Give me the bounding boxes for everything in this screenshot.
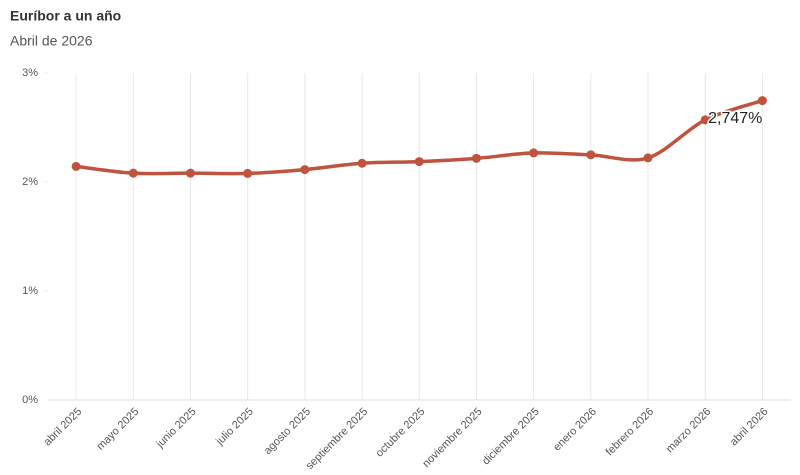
x-tick: abril 2025 xyxy=(42,406,85,449)
x-tick-label: abril 2025 xyxy=(42,406,85,449)
point xyxy=(128,168,138,178)
x-tick: julio 2025 xyxy=(213,406,255,448)
x-tick-label: abril 2026 xyxy=(728,406,771,449)
chart-title: Euríbor a un año xyxy=(10,8,121,24)
y-tick-label: 1% xyxy=(22,285,38,297)
x-tick-label: noviembre 2025 xyxy=(420,406,484,470)
x-tick: octubre 2025 xyxy=(374,406,428,460)
point xyxy=(243,168,253,178)
x-tick: mayo 2025 xyxy=(94,406,141,453)
point xyxy=(414,157,424,167)
chart-subtitle: Abril de 2026 xyxy=(10,33,93,49)
x-tick-label: junio 2025 xyxy=(154,406,199,451)
point xyxy=(586,150,596,160)
x-tick-label: agosto 2025 xyxy=(262,406,313,457)
y-tick-label: 2% xyxy=(22,176,38,188)
point xyxy=(757,96,767,106)
x-tick-label: septiembre 2025 xyxy=(304,406,370,472)
x-tick: agosto 2025 xyxy=(262,406,313,457)
x-tick: febrero 2026 xyxy=(604,406,657,459)
x-tick: marzo 2026 xyxy=(664,406,714,456)
point xyxy=(185,168,195,178)
x-tick: septiembre 2025 xyxy=(304,406,370,472)
point xyxy=(300,165,310,175)
x-tick: junio 2025 xyxy=(154,406,199,451)
point xyxy=(643,153,653,163)
x-tick-label: octubre 2025 xyxy=(374,406,428,460)
x-tick: abril 2026 xyxy=(728,406,771,449)
y-tick-label: 0% xyxy=(22,394,38,406)
x-tick-label: marzo 2026 xyxy=(664,406,714,456)
x-tick-label: julio 2025 xyxy=(213,406,255,448)
point xyxy=(471,153,481,163)
point xyxy=(71,161,81,171)
x-tick: diciembre 2025 xyxy=(480,406,542,468)
point xyxy=(529,148,539,158)
x-tick: noviembre 2025 xyxy=(420,406,484,470)
data-label: 2,747% xyxy=(708,110,762,127)
x-tick-label: enero 2026 xyxy=(551,406,599,454)
x-tick-label: diciembre 2025 xyxy=(480,406,542,468)
point xyxy=(700,115,710,125)
x-tick-label: mayo 2025 xyxy=(94,406,141,453)
x-tick-label: febrero 2026 xyxy=(604,406,657,459)
point xyxy=(357,158,367,168)
x-tick: enero 2026 xyxy=(551,406,599,454)
y-tick-label: 3% xyxy=(22,67,38,79)
